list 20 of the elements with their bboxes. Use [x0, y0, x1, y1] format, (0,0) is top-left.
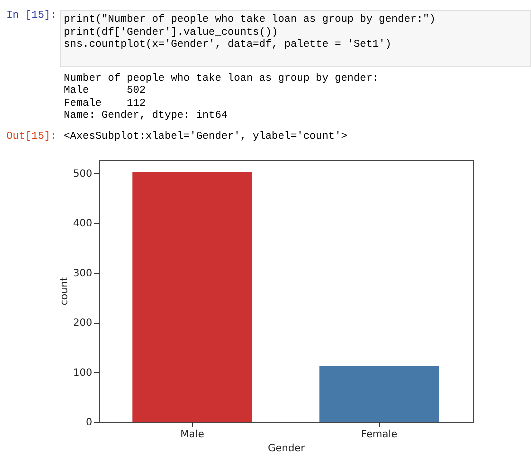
x-tick-label: Male: [180, 430, 204, 440]
text: Number of people who take loan as group by gender:: [64, 72, 380, 85]
y-tick-label: 200: [73, 318, 92, 330]
text: In [15]:: [6, 10, 58, 24]
text: Name: Gender, dtype: int64: [64, 110, 229, 122]
x-axis-title: Gender: [268, 444, 306, 454]
y-tick-label: 400: [73, 218, 92, 230]
text: <AxesSubplot:xlabel='Gender', ylabel='count'>: [63, 130, 348, 143]
text: Out[15]:: [6, 130, 58, 143]
text: print(df['Gender'].value_counts()): [64, 26, 280, 39]
y-tick-label: 100: [73, 368, 92, 379]
text: Male 502: [64, 85, 147, 98]
text: print("Number of people who take loan as group by gender:"): [64, 14, 437, 26]
y-tick-label: 0: [86, 418, 92, 428]
y-axis-title: count: [59, 277, 70, 306]
text: Female 112: [64, 98, 147, 110]
text: sns.countplot(x='Gender', data=df, palette = 'Set1'): [64, 39, 393, 52]
y-tick-label: 500: [73, 168, 92, 180]
x-tick-label: Female: [361, 430, 398, 440]
y-tick-label: 300: [73, 268, 92, 280]
